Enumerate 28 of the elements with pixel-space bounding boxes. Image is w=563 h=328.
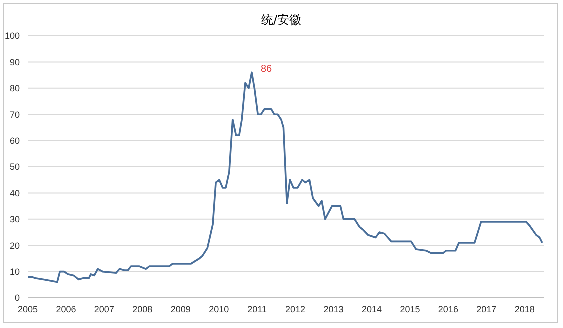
chart-title: 统/安徽 bbox=[260, 12, 303, 29]
x-tick-label: 2010 bbox=[209, 304, 230, 314]
x-tick-label: 2008 bbox=[132, 304, 153, 314]
x-tick-label: 2013 bbox=[324, 304, 344, 314]
annotation: 86 bbox=[260, 64, 273, 76]
y-tick-label: 90 bbox=[10, 57, 20, 68]
y-tick-label: 60 bbox=[10, 136, 20, 146]
y-tick-label: 40 bbox=[10, 188, 20, 198]
y-tick-label: 80 bbox=[10, 84, 20, 94]
x-tick-label: 2018 bbox=[514, 304, 535, 314]
x-tick-label: 2006 bbox=[56, 304, 76, 314]
y-tick-label: 30 bbox=[10, 214, 20, 225]
line-series bbox=[28, 72, 544, 284]
x-tick-label: 2014 bbox=[362, 304, 382, 314]
y-tick-label: 10 bbox=[10, 266, 20, 277]
x-tick-label: 2011 bbox=[248, 304, 268, 314]
x-tick-label: 2005 bbox=[18, 304, 38, 314]
x-tick-label: 2007 bbox=[94, 304, 114, 314]
x-tick-label: 2012 bbox=[286, 304, 306, 314]
x-tick-label: 2015 bbox=[400, 304, 420, 314]
y-tick-label: 70 bbox=[10, 110, 20, 120]
y-tick-label: 50 bbox=[10, 162, 20, 172]
x-tick-label: 2009 bbox=[170, 304, 191, 314]
y-tick-label: 0 bbox=[14, 293, 20, 304]
y-tick-label: 100 bbox=[4, 31, 20, 42]
y-tick-label: 20 bbox=[10, 240, 20, 251]
x-tick-label: 2017 bbox=[476, 304, 497, 314]
x-tick-label: 2016 bbox=[438, 304, 458, 314]
